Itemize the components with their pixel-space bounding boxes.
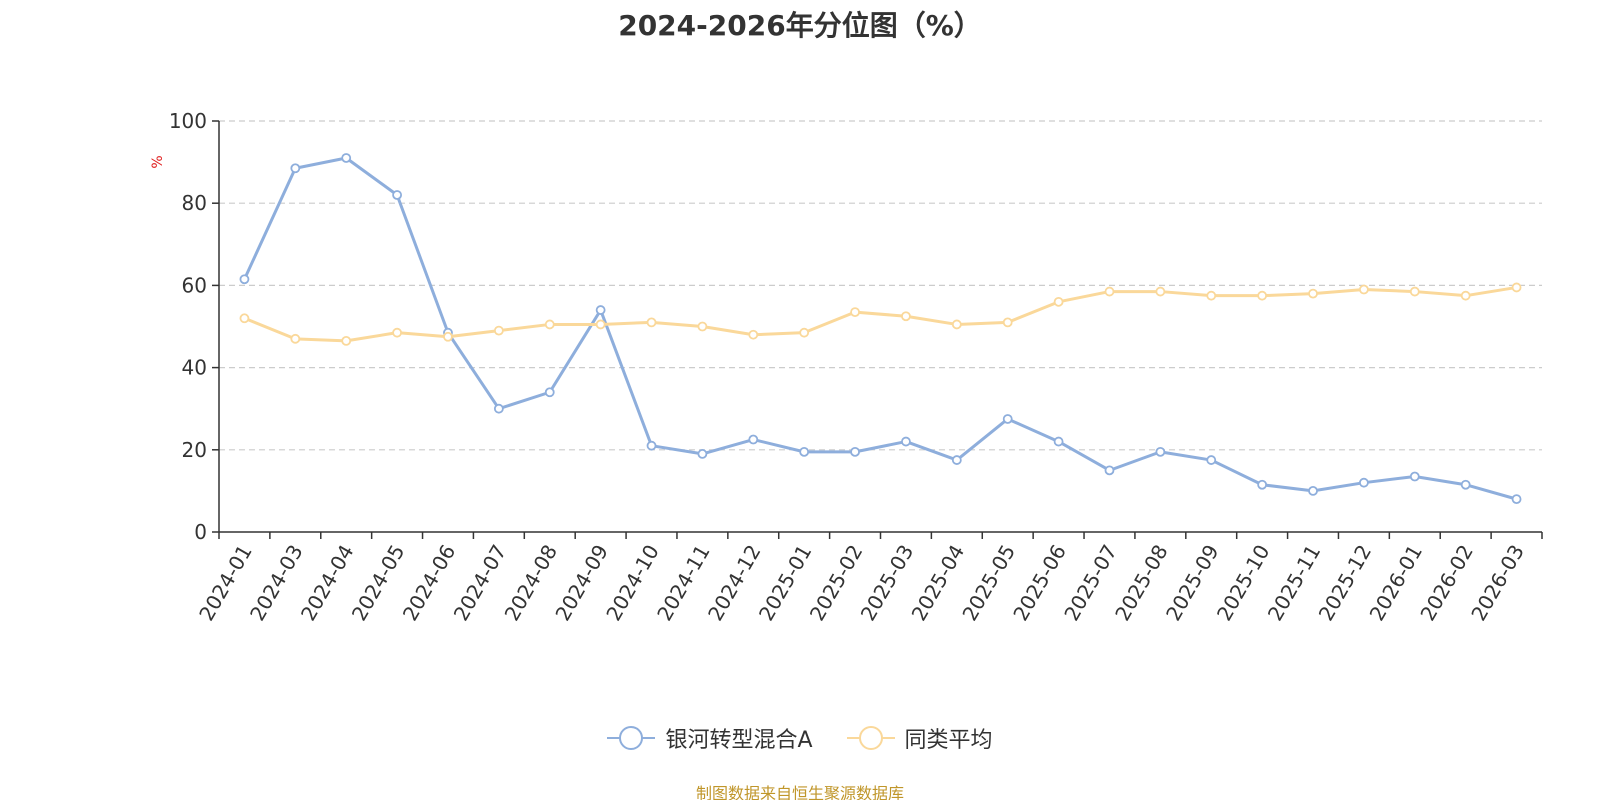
data-point-0 xyxy=(595,305,606,315)
data-point-0 xyxy=(799,446,810,457)
data-point-0 xyxy=(1359,477,1369,488)
data-point-0 xyxy=(748,434,759,445)
data-point-0 xyxy=(1308,485,1318,496)
data-point-0 xyxy=(493,403,504,414)
y-tick-label: 100 xyxy=(169,109,207,133)
legend-label: 银河转型混合A xyxy=(665,728,813,753)
data-point-1 xyxy=(1155,286,1166,297)
y-tick-label: 60 xyxy=(182,273,207,297)
legend-label: 同类平均 xyxy=(904,728,993,753)
y-tick-label: 20 xyxy=(182,438,207,462)
series-line-0 xyxy=(243,156,1517,501)
y-tick-label: 40 xyxy=(182,356,207,380)
legend-swatch-marker xyxy=(858,726,883,750)
data-point-0 xyxy=(1053,436,1064,447)
legend-item[interactable]: 同类平均 xyxy=(846,722,993,754)
legend-swatch xyxy=(846,726,895,750)
data-point-1 xyxy=(1460,290,1471,301)
data-point-0 xyxy=(850,446,860,457)
data-point-0 xyxy=(392,190,402,200)
data-point-0 xyxy=(901,436,911,447)
data-point-1 xyxy=(290,333,301,344)
y-tick-label: 80 xyxy=(182,191,207,215)
data-point-0 xyxy=(1511,494,1522,505)
data-point-0 xyxy=(239,274,250,285)
data-point-0 xyxy=(1002,414,1013,424)
data-point-1 xyxy=(850,307,860,318)
data-point-1 xyxy=(697,321,708,332)
data-point-1 xyxy=(1104,286,1115,297)
data-point-1 xyxy=(1053,296,1064,307)
data-point-0 xyxy=(646,440,657,451)
data-point-1 xyxy=(392,327,402,338)
y-tick-label: 0 xyxy=(194,520,207,544)
y-axis-label: % xyxy=(150,155,166,168)
data-point-0 xyxy=(1155,446,1166,457)
data-point-0 xyxy=(951,455,962,465)
data-point-1 xyxy=(901,311,911,322)
data-point-0 xyxy=(341,153,352,163)
data-point-1 xyxy=(646,317,657,328)
source-note: 制图数据来自恒生聚源数据库 xyxy=(695,784,904,800)
legend-swatch-marker xyxy=(619,726,644,750)
data-point-1 xyxy=(544,319,555,330)
data-point-1 xyxy=(1308,288,1318,299)
data-point-0 xyxy=(1409,471,1420,482)
data-point-1 xyxy=(951,319,962,330)
data-point-1 xyxy=(443,331,453,342)
data-point-1 xyxy=(493,325,504,336)
data-point-1 xyxy=(748,329,759,340)
data-point-1 xyxy=(341,335,352,346)
chart-title: 2024-2026年分位图（%） xyxy=(618,9,982,42)
legend: 银河转型混合A 同类平均 xyxy=(0,722,1600,754)
data-point-1 xyxy=(1257,290,1268,301)
data-point-0 xyxy=(544,387,555,398)
data-point-1 xyxy=(799,327,810,338)
data-point-0 xyxy=(697,449,708,459)
series-line-1 xyxy=(243,285,1517,343)
data-point-1 xyxy=(1409,286,1420,297)
data-point-0 xyxy=(290,163,301,174)
data-point-1 xyxy=(239,313,250,324)
data-point-1 xyxy=(595,319,606,330)
data-point-1 xyxy=(1359,284,1369,295)
legend-swatch xyxy=(607,726,656,750)
data-point-0 xyxy=(1206,455,1217,465)
data-point-1 xyxy=(1002,317,1013,328)
data-point-0 xyxy=(1257,479,1268,490)
data-point-1 xyxy=(1206,290,1217,301)
data-point-1 xyxy=(1511,282,1522,293)
legend-item[interactable]: 银河转型混合A xyxy=(607,722,813,754)
data-point-0 xyxy=(1460,479,1471,490)
data-point-0 xyxy=(1104,465,1115,476)
